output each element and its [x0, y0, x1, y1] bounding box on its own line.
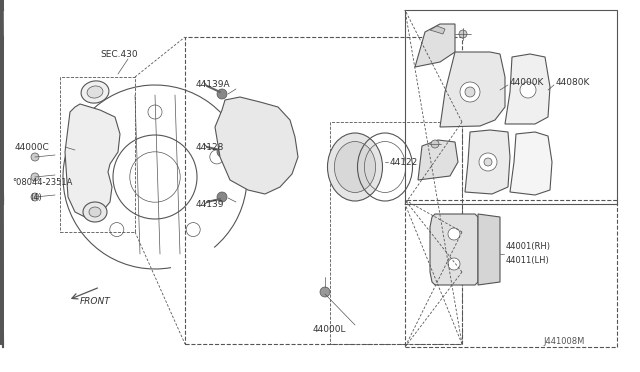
- Polygon shape: [65, 104, 120, 217]
- Text: 44000K: 44000K: [510, 77, 545, 87]
- Ellipse shape: [81, 81, 109, 103]
- Text: 44139: 44139: [196, 199, 225, 208]
- Polygon shape: [215, 97, 298, 194]
- Circle shape: [210, 150, 224, 164]
- Circle shape: [217, 89, 227, 99]
- Bar: [60, 77, 135, 232]
- Circle shape: [459, 30, 467, 38]
- Text: 44000C: 44000C: [15, 142, 50, 151]
- Circle shape: [217, 192, 227, 202]
- Text: 44139A: 44139A: [196, 80, 230, 89]
- Text: 44000L: 44000L: [313, 326, 346, 334]
- Circle shape: [31, 153, 39, 161]
- Circle shape: [148, 105, 162, 119]
- Circle shape: [31, 193, 39, 201]
- Polygon shape: [510, 132, 552, 195]
- Circle shape: [86, 150, 100, 164]
- Circle shape: [520, 82, 536, 98]
- Ellipse shape: [328, 133, 383, 201]
- Text: °08044-2351A: °08044-2351A: [12, 177, 72, 186]
- Text: 44080K: 44080K: [556, 77, 590, 87]
- Text: 44128: 44128: [196, 142, 225, 151]
- Circle shape: [448, 258, 460, 270]
- Ellipse shape: [334, 141, 376, 192]
- Polygon shape: [478, 214, 500, 285]
- Circle shape: [31, 173, 39, 181]
- Text: 44122: 44122: [390, 157, 419, 167]
- Circle shape: [484, 158, 492, 166]
- Circle shape: [217, 147, 227, 157]
- Ellipse shape: [89, 207, 101, 217]
- Bar: [330, 122, 462, 344]
- Ellipse shape: [87, 86, 103, 98]
- Polygon shape: [440, 52, 505, 127]
- Bar: [185, 37, 462, 344]
- Ellipse shape: [83, 202, 107, 222]
- Polygon shape: [415, 24, 455, 67]
- Text: (4): (4): [30, 192, 42, 202]
- Circle shape: [460, 82, 480, 102]
- Circle shape: [431, 140, 439, 148]
- Text: 44011(LH): 44011(LH): [506, 256, 550, 264]
- Polygon shape: [430, 26, 445, 34]
- Polygon shape: [430, 214, 478, 285]
- Circle shape: [479, 153, 497, 171]
- Text: SEC.430: SEC.430: [100, 49, 138, 58]
- Circle shape: [186, 222, 200, 237]
- Text: 44001(RH): 44001(RH): [506, 243, 551, 251]
- Polygon shape: [418, 140, 458, 180]
- Circle shape: [320, 287, 330, 297]
- Circle shape: [448, 228, 460, 240]
- Polygon shape: [465, 130, 510, 194]
- Bar: [405, 10, 617, 204]
- Bar: [405, 200, 617, 347]
- Text: J441008M: J441008M: [543, 337, 584, 346]
- Text: FRONT: FRONT: [80, 298, 111, 307]
- Polygon shape: [505, 54, 550, 124]
- Circle shape: [465, 87, 475, 97]
- Circle shape: [110, 222, 124, 237]
